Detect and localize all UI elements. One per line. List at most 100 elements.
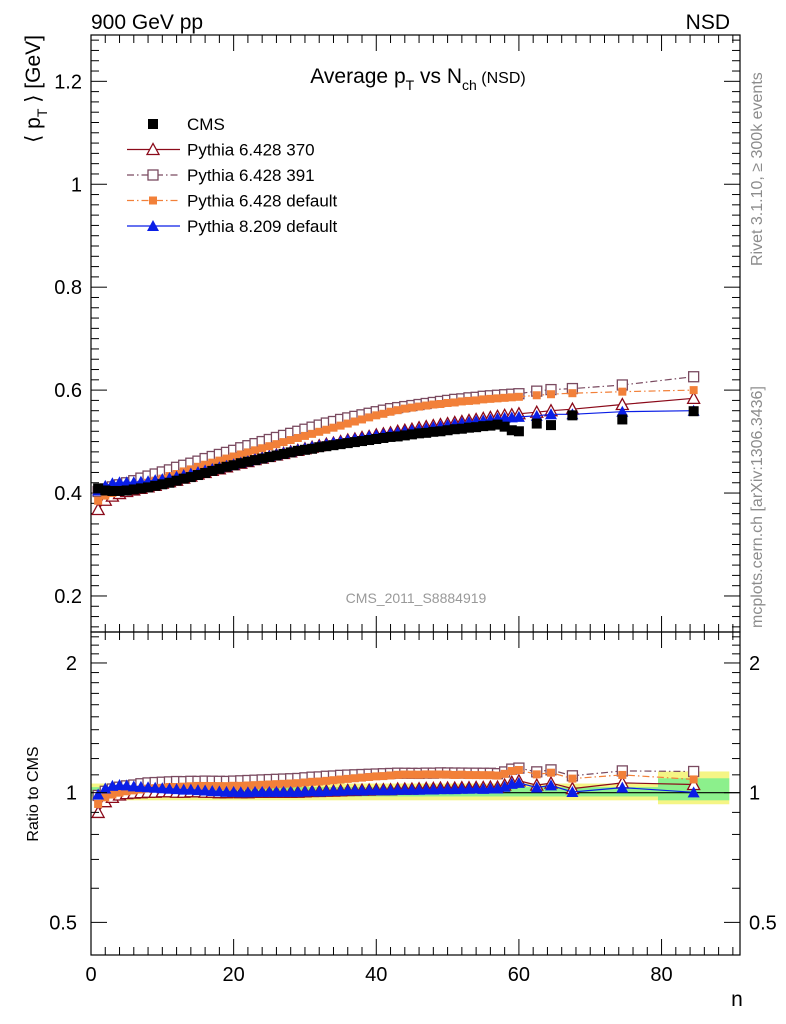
data-point xyxy=(91,502,106,516)
data-point xyxy=(486,394,495,403)
data-point xyxy=(114,485,125,496)
data-point xyxy=(222,454,231,463)
data-point xyxy=(243,448,252,457)
ratio-point xyxy=(265,780,274,789)
ratio-point xyxy=(486,771,495,780)
ratio-point xyxy=(343,774,352,783)
data-point xyxy=(532,391,541,400)
data-point xyxy=(292,445,303,456)
ratio-point xyxy=(514,765,523,774)
data-point xyxy=(157,479,168,490)
data-point xyxy=(464,396,473,405)
data-point xyxy=(479,395,488,404)
legend-marker xyxy=(147,169,159,181)
ratio-point xyxy=(443,770,452,779)
ratio-y-tick-label-right: 1 xyxy=(749,783,760,805)
main-y-tick-label: 1 xyxy=(71,174,82,196)
data-point xyxy=(364,435,375,446)
data-point xyxy=(285,447,296,458)
ratio-point xyxy=(300,778,309,787)
data-point xyxy=(436,400,445,409)
ratio-point xyxy=(308,777,317,786)
rivet-side-label: Rivet 3.1.10, ≥ 300k events xyxy=(749,72,766,266)
data-point xyxy=(500,393,509,402)
ratio-point xyxy=(547,768,556,777)
ratio-point xyxy=(472,771,481,780)
ratio-point xyxy=(120,779,133,791)
data-point xyxy=(616,405,629,417)
data-point xyxy=(143,482,154,493)
ratio-series-pythia-6-428-default xyxy=(94,765,698,808)
ratio-point xyxy=(530,781,543,793)
ratio-point xyxy=(450,770,459,779)
ratio-y-tick-label-right: 0.5 xyxy=(749,912,777,934)
data-point xyxy=(164,477,175,488)
legend-item-pythia-6-428-370: Pythia 6.428 370 xyxy=(127,141,315,160)
data-point xyxy=(547,390,556,399)
data-point xyxy=(236,450,245,459)
data-point xyxy=(251,446,260,455)
data-point xyxy=(278,448,289,459)
ratio-point xyxy=(108,790,117,799)
data-point xyxy=(513,426,524,437)
data-point xyxy=(435,426,446,437)
x-axis-label: n xyxy=(731,988,743,1011)
mcplots-side-label: mcplots.cern.ch [arXiv:1306.3436] xyxy=(749,386,766,628)
legend: CMS Pythia 6.428 370 Pythia 6.428 391 Pythi… xyxy=(127,115,338,236)
legend-item-cms: CMS xyxy=(148,115,225,134)
data-point xyxy=(492,419,503,430)
ratio-point xyxy=(689,775,698,784)
ratio-point xyxy=(512,776,525,788)
ratio-point xyxy=(464,771,473,780)
data-point xyxy=(265,442,274,451)
data-point xyxy=(214,463,225,474)
ratio-panel: 0.5 0.51 12 20 20 40 60 80 Ratio to CMS xyxy=(25,631,777,986)
ratio-point xyxy=(94,799,103,808)
ratio-y-tick-label-left: 0.5 xyxy=(49,912,77,934)
data-point xyxy=(272,440,281,449)
data-point xyxy=(250,455,261,466)
data-point xyxy=(228,460,239,471)
data-point xyxy=(567,410,578,421)
data-point xyxy=(530,409,543,421)
data-point xyxy=(393,406,402,415)
data-point xyxy=(100,485,111,496)
ratio-point xyxy=(251,781,260,790)
ratio-point xyxy=(236,781,245,790)
data-point xyxy=(215,456,224,465)
ratio-point xyxy=(322,776,331,785)
ratio-point xyxy=(386,771,395,780)
data-point xyxy=(686,390,701,404)
header-right-label: NSD xyxy=(686,11,730,34)
data-point xyxy=(128,484,139,495)
data-point xyxy=(687,371,700,383)
data-point xyxy=(514,392,523,401)
x-tick-label: 20 xyxy=(223,964,245,986)
data-point xyxy=(428,426,439,437)
ratio-point xyxy=(618,770,627,779)
data-point xyxy=(689,386,698,395)
ratio-point xyxy=(507,767,516,776)
main-y-tick-label: 0.8 xyxy=(54,277,82,299)
data-point xyxy=(93,483,104,494)
legend-label: Pythia 6.428 391 xyxy=(187,166,315,185)
main-title: Average pT vs Nch (NSD) xyxy=(310,65,525,93)
ratio-point xyxy=(122,787,131,796)
ratio-point xyxy=(350,774,359,783)
data-point xyxy=(264,452,275,463)
legend-label: Pythia 6.428 default xyxy=(187,192,338,211)
x-tick-label: 80 xyxy=(650,964,672,986)
data-point xyxy=(350,417,359,426)
ratio-point xyxy=(436,770,445,779)
data-point xyxy=(379,409,388,418)
data-point xyxy=(400,404,409,413)
main-y-tick-label: 1.2 xyxy=(54,71,82,93)
ratio-point xyxy=(687,765,700,778)
analysis-watermark: CMS_2011_S8884919 xyxy=(346,590,487,606)
data-point xyxy=(192,470,203,481)
ratio-point xyxy=(407,770,416,779)
data-point xyxy=(328,440,339,451)
data-point xyxy=(322,425,331,434)
legend-marker xyxy=(147,220,159,231)
